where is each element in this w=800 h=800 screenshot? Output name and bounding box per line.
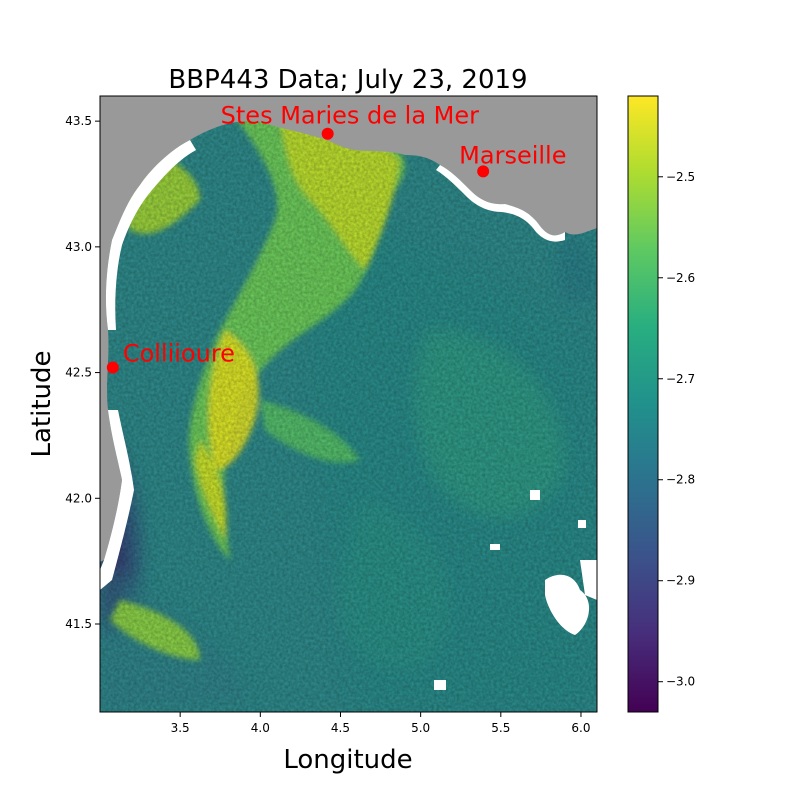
x-tick-label: 4.0	[251, 721, 270, 735]
map-plot-area	[100, 96, 597, 712]
chart-title: BBP443 Data; July 23, 2019	[168, 65, 527, 95]
x-tick-label: 3.5	[171, 721, 190, 735]
y-tick-label: 42.0	[65, 491, 92, 505]
y-tick-label: 43.0	[65, 240, 92, 254]
y-axis-label: Latitude	[27, 350, 57, 457]
land-area	[100, 96, 597, 562]
coastal-nodata-southwest	[100, 410, 134, 590]
y-tick-label: 43.5	[65, 114, 92, 128]
x-axis-label: Longitude	[283, 745, 412, 775]
x-axis-ticks: 3.5 4.0 4.5 5.0 5.5 6.0	[171, 712, 591, 735]
colorbar-tick-label: −2.8	[666, 473, 695, 487]
marker-dot	[477, 165, 490, 178]
x-tick-label: 5.0	[411, 721, 430, 735]
x-tick-label: 6.0	[571, 721, 590, 735]
colorbar-tick-label: −2.7	[666, 372, 695, 386]
nodata-patch-5	[490, 544, 500, 550]
coastal-nodata-east	[436, 165, 565, 242]
location-markers: Stes Maries de la Mer Marseille Colliioure	[106, 102, 566, 374]
colorbar-tick-label: −3.0	[666, 675, 695, 689]
marker-dot	[321, 127, 334, 140]
nodata-patch-4	[578, 520, 586, 528]
colorbar	[627, 95, 659, 713]
colorbar-ticks: −2.5 −2.6 −2.7 −2.8 −2.9 −3.0	[658, 170, 695, 689]
coastal-nodata-west	[105, 140, 196, 330]
colorbar-tick-label: −2.6	[666, 271, 695, 285]
nodata-patch-3	[530, 490, 540, 500]
y-axis-ticks: 41.5 42.0 42.5 43.0 43.5	[65, 114, 100, 631]
marker-label: Stes Maries de la Mer	[221, 102, 479, 130]
y-tick-label: 42.5	[65, 366, 92, 380]
nodata-patch-6	[434, 680, 446, 690]
marker-label: Marseille	[459, 141, 566, 169]
y-tick-label: 41.5	[65, 617, 92, 631]
colorbar-tick-label: −2.5	[666, 170, 695, 184]
nodata-patch-1	[545, 574, 590, 635]
x-tick-label: 5.5	[491, 721, 510, 735]
marker-dot	[106, 361, 119, 374]
marker-label: Colliioure	[123, 340, 235, 368]
nodata-patch-2	[580, 560, 597, 600]
plot-frame	[99, 95, 598, 713]
colorbar-tick-label: −2.9	[666, 574, 695, 588]
x-tick-label: 4.5	[331, 721, 350, 735]
